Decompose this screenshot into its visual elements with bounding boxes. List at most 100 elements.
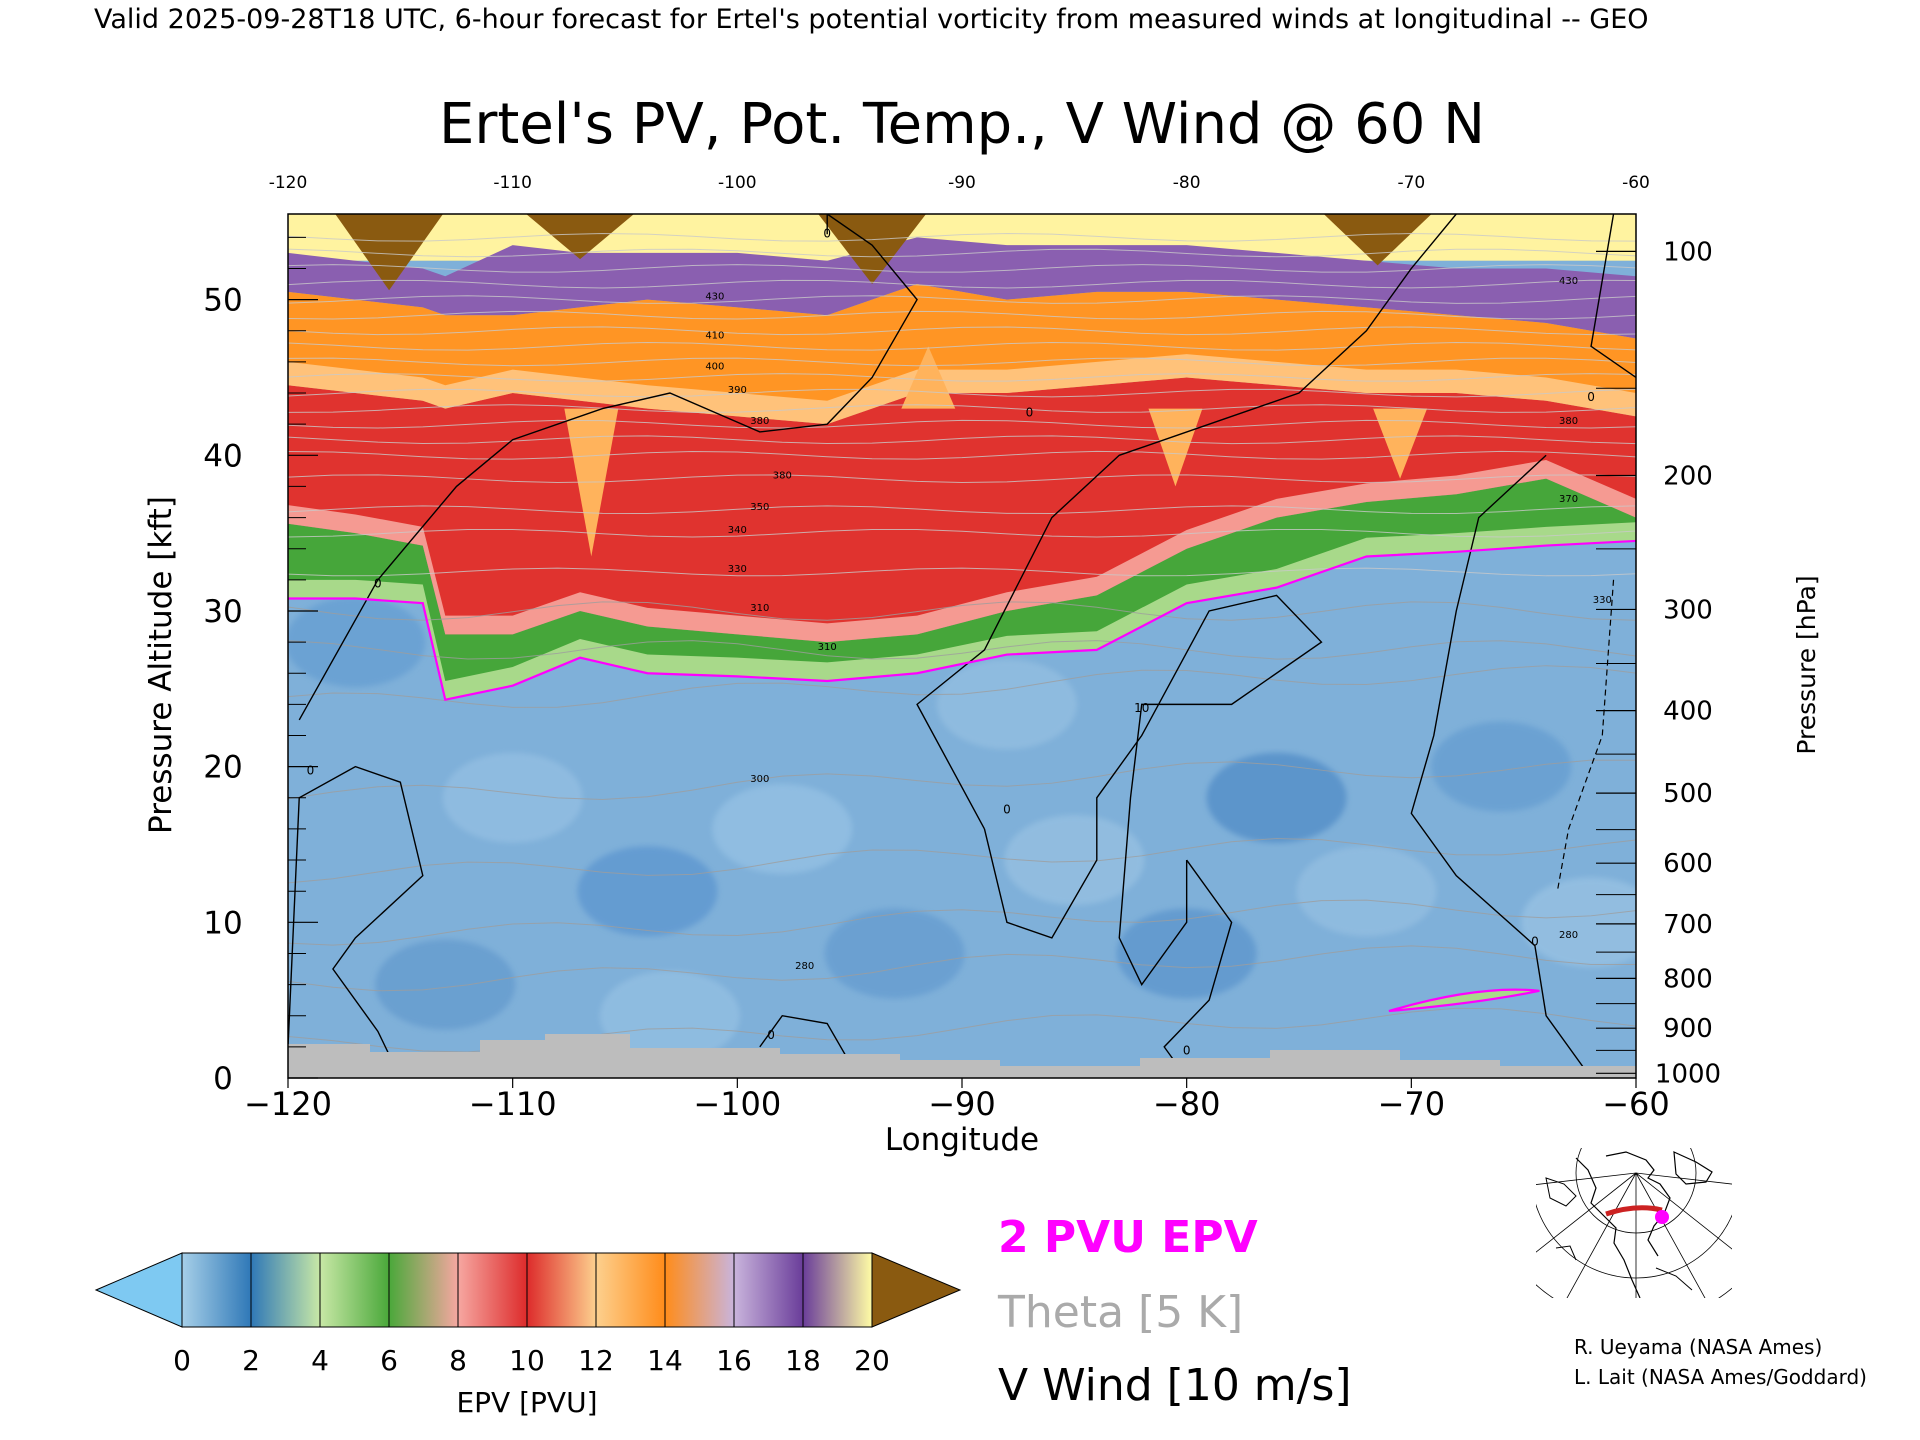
wind-label-3: 0 [1003, 802, 1011, 816]
chart-title: Ertel's PV, Pot. Temp., V Wind @ 60 N [439, 92, 1485, 157]
cb-tick-label-6: 12 [578, 1344, 614, 1377]
p-tick-label-2: 300 [1663, 595, 1713, 625]
cb-tick-label-5: 10 [509, 1344, 545, 1377]
cb-tick-label-7: 14 [647, 1344, 683, 1377]
low-level-pv-filament [1388, 989, 1540, 1012]
wind-label-2: 0 [374, 577, 382, 591]
cb-tick-label-10: 20 [854, 1344, 890, 1377]
p-tick-label-8: 900 [1663, 1014, 1713, 1044]
y2-axis-label: Pressure [hPa] [1792, 575, 1821, 754]
top-tick-label-4: -80 [1173, 173, 1201, 193]
p-tick-label-4: 500 [1663, 779, 1713, 809]
theta-line-5 [288, 665, 1636, 708]
wind-label-5: 0 [767, 1028, 775, 1042]
theta-label-16: 330 [1593, 595, 1612, 606]
high-pv-wedge-3 [1323, 214, 1432, 266]
theta-label-3: 390 [728, 385, 747, 396]
polar-map-icon [1536, 1148, 1732, 1298]
band-purple [288, 237, 1636, 339]
theta-line-26 [288, 232, 1636, 242]
theta-line-9 [288, 528, 1636, 538]
y-tick-label-4: 40 [203, 438, 242, 474]
cb-tick-label-1: 2 [242, 1344, 260, 1377]
top-tick-label-2: -100 [718, 173, 757, 193]
legend: 2 PVU EPV Theta [5 K] V Wind [10 m/s] [997, 1212, 1352, 1411]
theta-label-4: 380 [750, 416, 769, 427]
v-wind-line-2 [288, 765, 424, 1078]
wind-label-9: 0 [1026, 405, 1034, 419]
x-tick-label-2: −100 [693, 1085, 781, 1123]
theta-line-15 [288, 404, 1636, 413]
tropo-shade-4 [824, 908, 965, 999]
high-pv-wedge-0 [335, 214, 444, 291]
theta-label-1: 410 [705, 331, 724, 342]
legend-entry-vwind: V Wind [10 m/s] [998, 1360, 1352, 1411]
valid-time-header: Valid 2025-09-28T18 UTC, 6-hour forecast… [94, 4, 1649, 35]
credit-line-1: R. Ueyama (NASA Ames) [1574, 1335, 1822, 1359]
theta-line-1 [288, 945, 1636, 992]
y-tick-label-5: 50 [203, 283, 242, 319]
pv-tongue-0 [564, 408, 619, 557]
colorbar-over-triangle [871, 1252, 962, 1328]
v-wind-line-3 [916, 214, 1457, 830]
cb-tick-label-8: 16 [716, 1344, 752, 1377]
theta-label-17: 430 [1559, 276, 1578, 287]
map-location-marker [1655, 1210, 1669, 1224]
theta-label-2: 400 [705, 362, 724, 373]
legend-entry-theta: Theta [5 K] [997, 1287, 1243, 1338]
theta-line-24 [288, 264, 1636, 273]
theta-label-14: 380 [1559, 416, 1578, 427]
tropo-shade-0 [288, 597, 426, 688]
theta-line-6 [288, 640, 1636, 660]
v-wind-line-4 [983, 594, 1323, 986]
y-axis-label: Pressure Altitude [kft] [143, 496, 179, 834]
pv-2pvu-contour [288, 539, 1636, 1013]
wind-label-4: 0 [1183, 1044, 1191, 1058]
v-wind-line-7 [1410, 454, 1592, 1078]
top-tick-label-6: -60 [1622, 173, 1650, 193]
theta-label-12: 280 [795, 961, 814, 972]
theta-line-10 [288, 505, 1636, 514]
theta-line-4 [288, 759, 1636, 801]
tropo-shade-7 [1206, 752, 1347, 843]
v-wind-contour-labels: 0 0 0 0 0 0 0 10 0 0 [307, 226, 1595, 1057]
theta-label-7: 340 [728, 525, 747, 536]
high-pv-wedge-1 [526, 214, 634, 260]
top-longitude-ticks: -120 -110 -100 -90 -80 -70 -60 [269, 173, 1650, 193]
band-red [288, 377, 1636, 643]
x-tick-label-0: −120 [244, 1085, 332, 1123]
credit-line-2: L. Lait (NASA Ames/Goddard) [1574, 1365, 1867, 1389]
tropo-shade-2 [577, 846, 718, 937]
theta-line-14 [288, 419, 1636, 429]
wind-label-7: 10 [1134, 701, 1149, 715]
top-tick-label-3: -90 [948, 173, 976, 193]
x-tick-label-1: −110 [469, 1085, 557, 1123]
cb-tick-label-9: 18 [785, 1344, 821, 1377]
y-tick-label-2: 20 [203, 750, 242, 786]
v-wind-negative-line [1556, 579, 1615, 892]
theta-line-23 [288, 279, 1636, 289]
top-tick-label-0: -120 [269, 173, 308, 193]
p-tick-label-1: 200 [1663, 462, 1713, 492]
wind-label-6: 0 [1531, 935, 1539, 949]
tropo-shade-8 [1296, 846, 1437, 937]
wind-label-0: 0 [823, 226, 831, 240]
p-tick-label-3: 400 [1663, 697, 1713, 727]
legend-entry-pvu: 2 PVU EPV [998, 1212, 1258, 1263]
tropo-shade-1 [442, 752, 583, 843]
p-tick-label-7: 800 [1663, 964, 1713, 994]
colorbar-ticks: 0 2 4 6 8 10 12 14 16 18 20 [173, 1253, 890, 1377]
wind-label-8: 0 [1587, 390, 1595, 404]
p-tick-label-6: 700 [1663, 910, 1713, 940]
cb-tick-label-3: 6 [380, 1344, 398, 1377]
cb-tick-label-0: 0 [173, 1344, 191, 1377]
theta-line-22 [288, 295, 1636, 304]
y-tick-label-0: 0 [213, 1061, 233, 1097]
p-tick-label-9: 1000 [1655, 1059, 1721, 1089]
theta-line-2 [288, 899, 1636, 946]
theta-line-16 [288, 388, 1636, 398]
v-wind-line-8 [1590, 214, 1636, 379]
theta-line-25 [288, 248, 1636, 258]
theta-label-8: 330 [728, 564, 747, 575]
